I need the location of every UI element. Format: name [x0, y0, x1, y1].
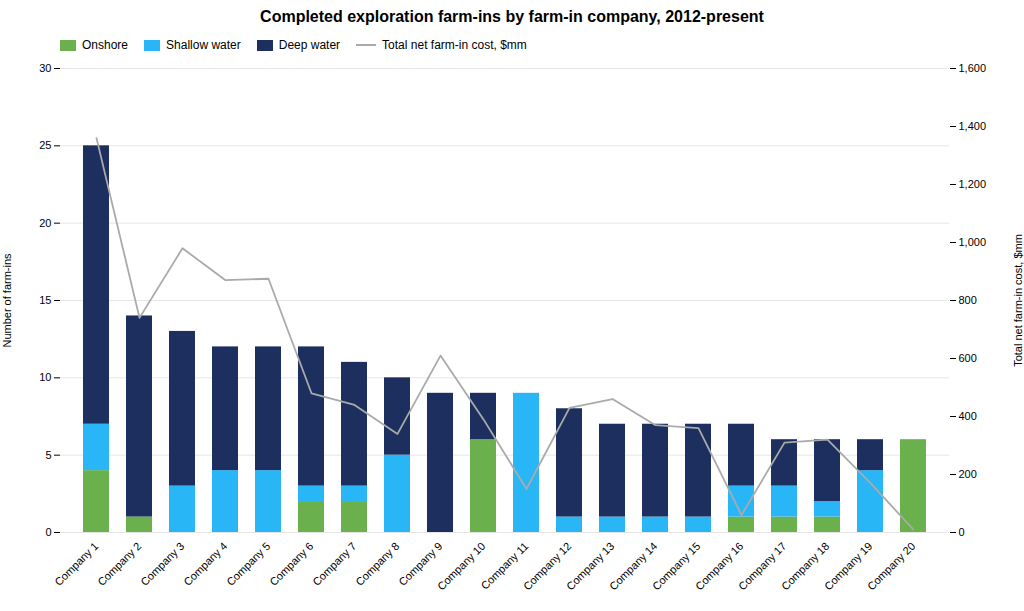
svg-text:400: 400 — [959, 410, 977, 422]
html-text:Deep water: Deep water — [278, 38, 341, 52]
svg-text:0: 0 — [959, 526, 965, 538]
svg-text:0: 0 — [45, 526, 51, 538]
svg-text:Company 8: Company 8 — [353, 540, 401, 588]
svg-text:Company 4: Company 4 — [181, 540, 229, 588]
svg-text:30: 30 — [39, 62, 51, 74]
html-text:Total net farm-in cost, $mm: Total net farm-in cost, $mm — [382, 38, 527, 52]
svg-text:Company 6: Company 6 — [267, 540, 315, 588]
svg-text:Company 18: Company 18 — [778, 539, 832, 593]
svg-text:Company 11: Company 11 — [478, 539, 531, 592]
svg-text:1,200: 1,200 — [959, 178, 987, 190]
svg-text:Number of farm-ins: Number of farm-ins — [1, 253, 13, 348]
svg-text:Company 10: Company 10 — [434, 539, 488, 593]
svg-text:Company 1: Company 1 — [52, 540, 100, 588]
svg-text:Company 19: Company 19 — [821, 539, 875, 593]
svg-text:1,600: 1,600 — [959, 62, 987, 74]
svg-text:1,000: 1,000 — [959, 236, 987, 248]
svg-text:Total net farm-in cost, $mm: Total net farm-in cost, $mm — [1012, 234, 1024, 367]
svg-text:15: 15 — [39, 294, 51, 306]
svg-text:Company 9: Company 9 — [396, 539, 445, 588]
svg-text:Company 2: Company 2 — [95, 540, 143, 588]
svg-text:Company 14: Company 14 — [606, 539, 660, 593]
svg-text:200: 200 — [959, 468, 977, 480]
svg-text:20: 20 — [39, 217, 51, 229]
html-text:Onshore: Onshore — [82, 38, 128, 52]
svg-text:Company 17: Company 17 — [735, 539, 789, 593]
svg-text:Company 13: Company 13 — [563, 539, 617, 593]
svg-text:600: 600 — [959, 352, 977, 364]
svg-text:5: 5 — [45, 449, 51, 461]
svg-text:Company 16: Company 16 — [692, 539, 746, 593]
svg-text:1,400: 1,400 — [959, 120, 987, 132]
svg-text:Company 7: Company 7 — [310, 540, 358, 588]
svg-text:Company 3: Company 3 — [138, 540, 186, 588]
html-text:Shallow water: Shallow water — [166, 38, 241, 52]
svg-text:25: 25 — [39, 139, 51, 151]
svg-text:Company 12: Company 12 — [520, 539, 574, 593]
html-text:Completed exploration farm-ins: Completed exploration farm-ins by farm-i… — [260, 8, 764, 25]
svg-text:Company 20: Company 20 — [865, 540, 918, 593]
svg-text:Company 5: Company 5 — [224, 540, 272, 588]
svg-text:Company 15: Company 15 — [649, 539, 703, 593]
svg-text:800: 800 — [959, 294, 977, 306]
svg-text:10: 10 — [39, 371, 51, 383]
